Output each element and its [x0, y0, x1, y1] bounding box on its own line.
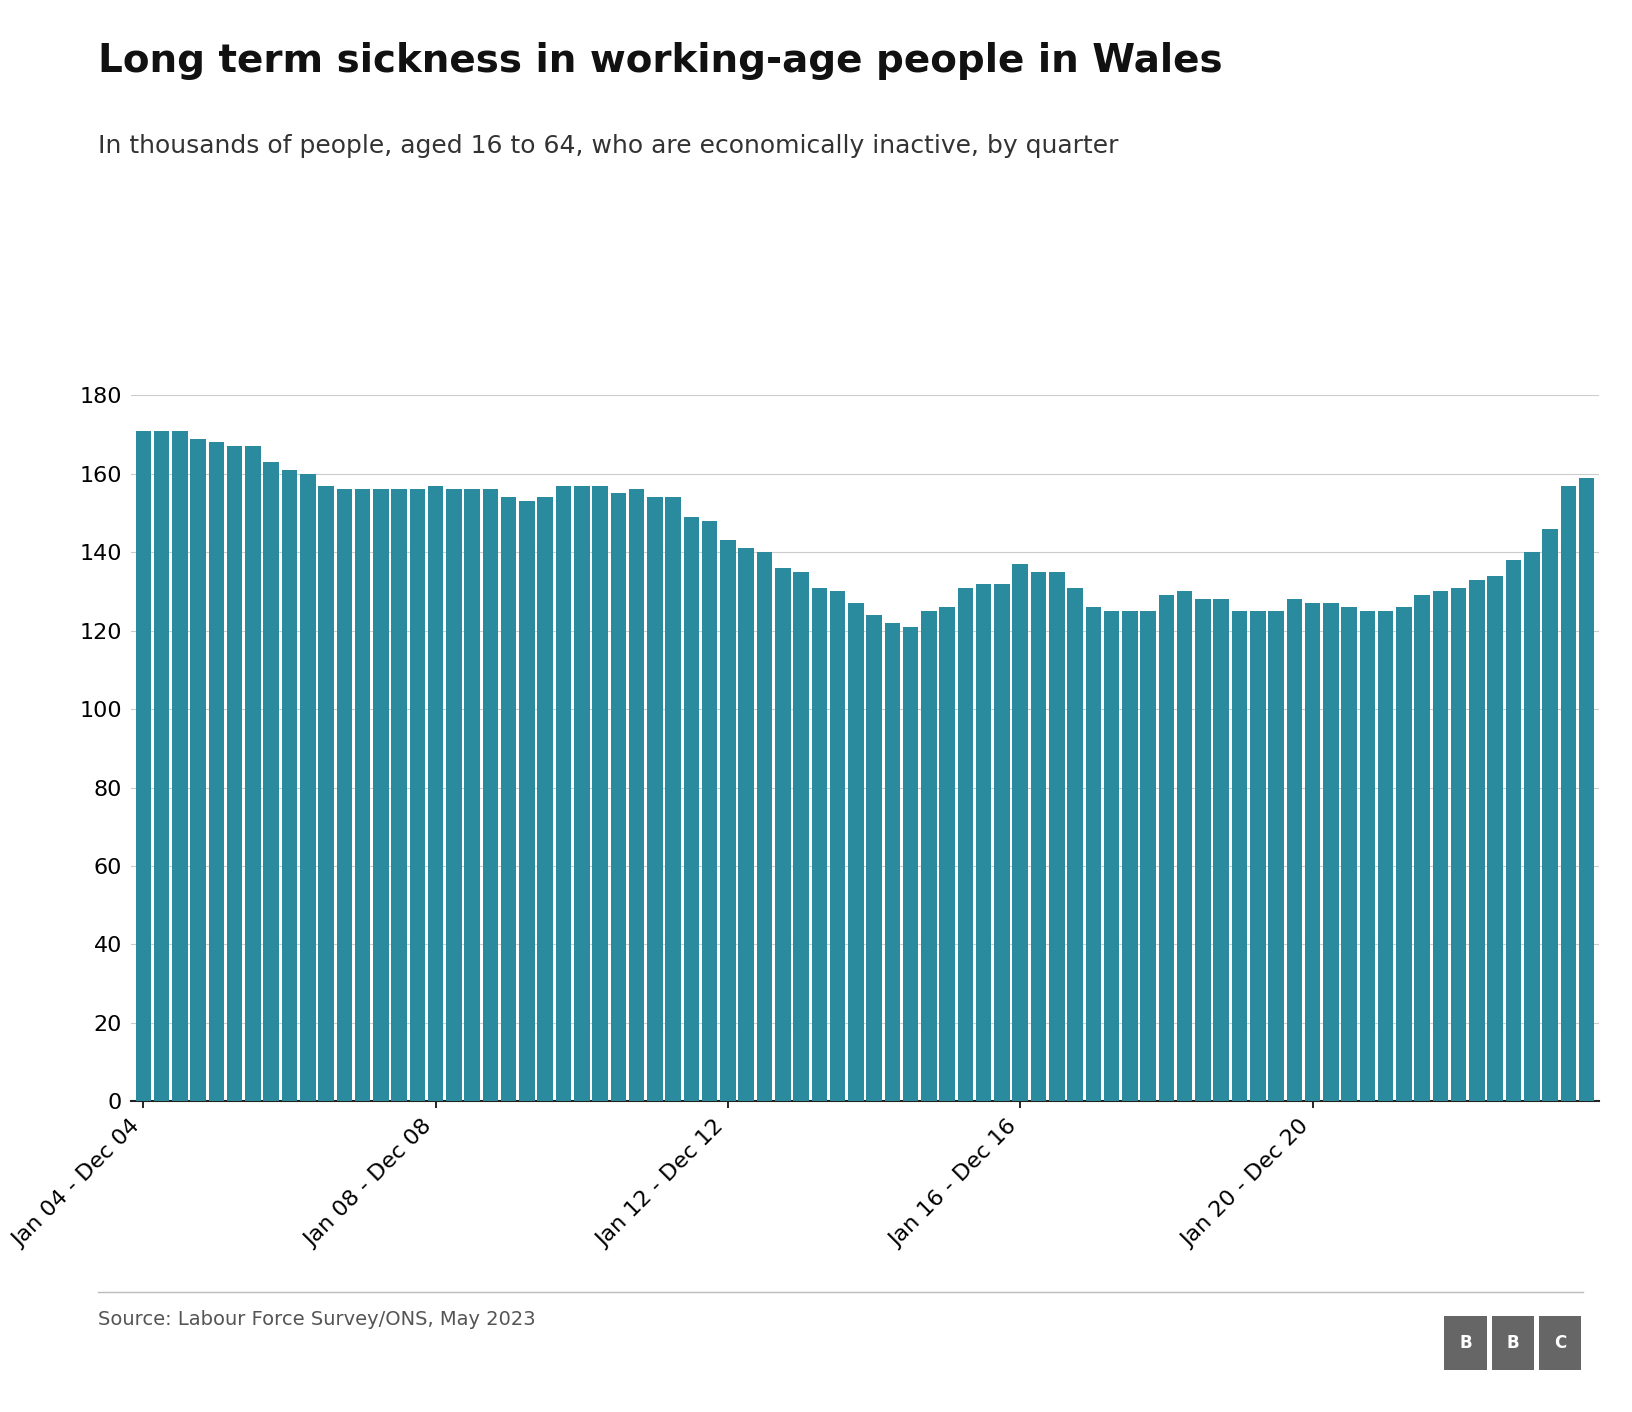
Bar [1451, 587, 1467, 1101]
Bar [1232, 611, 1247, 1101]
Text: Long term sickness in working-age people in Wales: Long term sickness in working-age people… [98, 42, 1222, 80]
Bar [1304, 603, 1320, 1101]
Bar [1177, 592, 1193, 1101]
Bar [1395, 607, 1412, 1101]
Bar [1469, 580, 1485, 1101]
Bar [537, 497, 553, 1101]
Bar [354, 490, 370, 1101]
Bar [885, 623, 901, 1101]
Bar [592, 486, 607, 1101]
Bar [684, 517, 698, 1101]
Bar [1250, 611, 1265, 1101]
Bar [648, 497, 663, 1101]
Text: Source: Labour Force Survey/ONS, May 2023: Source: Labour Force Survey/ONS, May 202… [98, 1310, 535, 1329]
Bar [628, 490, 645, 1101]
Bar [1542, 528, 1559, 1101]
Bar [1560, 486, 1577, 1101]
Bar [720, 541, 736, 1101]
Bar [318, 486, 335, 1101]
Bar [757, 552, 772, 1101]
Bar [1103, 611, 1120, 1101]
Bar [1415, 596, 1430, 1101]
Bar [446, 490, 462, 1101]
Bar [1085, 607, 1102, 1101]
Bar [557, 486, 571, 1101]
Bar [1578, 477, 1594, 1101]
Bar [191, 439, 206, 1101]
Bar [282, 470, 297, 1101]
Bar [811, 587, 827, 1101]
Bar [920, 611, 937, 1101]
Bar [958, 587, 973, 1101]
Bar [940, 607, 955, 1101]
Bar [519, 501, 535, 1101]
Bar [1487, 576, 1503, 1101]
Bar [465, 490, 480, 1101]
Bar [135, 431, 152, 1101]
Bar [501, 497, 516, 1101]
Bar [610, 493, 627, 1101]
Bar [702, 521, 718, 1101]
Bar [209, 442, 224, 1101]
Bar [245, 446, 261, 1101]
Bar [1433, 592, 1448, 1101]
Bar [1012, 563, 1028, 1101]
Bar [374, 490, 388, 1101]
Bar [1031, 572, 1046, 1101]
Bar [1324, 603, 1338, 1101]
Bar [428, 486, 444, 1101]
Bar [1123, 611, 1138, 1101]
Bar [775, 568, 790, 1101]
Bar [1268, 611, 1284, 1101]
Bar [1049, 572, 1064, 1101]
Bar [793, 572, 809, 1101]
Bar [738, 548, 754, 1101]
Bar [1159, 596, 1173, 1101]
Bar [153, 431, 170, 1101]
Text: B: B [1459, 1334, 1472, 1351]
Text: In thousands of people, aged 16 to 64, who are economically inactive, by quarter: In thousands of people, aged 16 to 64, w… [98, 134, 1118, 158]
Bar [410, 490, 426, 1101]
Bar [867, 616, 881, 1101]
Bar [263, 462, 279, 1101]
Bar [1067, 587, 1082, 1101]
Bar [1377, 611, 1394, 1101]
Bar [829, 592, 845, 1101]
Bar [994, 583, 1010, 1101]
Bar [300, 474, 315, 1101]
Bar [1286, 599, 1302, 1101]
Text: B: B [1506, 1334, 1519, 1351]
Bar [976, 583, 992, 1101]
Bar [336, 490, 353, 1101]
Bar [666, 497, 681, 1101]
Bar [1214, 599, 1229, 1101]
Bar [483, 490, 498, 1101]
Bar [1524, 552, 1539, 1101]
Bar [1506, 561, 1521, 1101]
Bar [227, 446, 243, 1101]
Bar [902, 627, 919, 1101]
Text: C: C [1554, 1334, 1567, 1351]
Bar [1359, 611, 1376, 1101]
Bar [849, 603, 863, 1101]
Bar [1342, 607, 1356, 1101]
Bar [392, 490, 406, 1101]
Bar [1141, 611, 1155, 1101]
Bar [1195, 599, 1211, 1101]
Bar [574, 486, 589, 1101]
Bar [171, 431, 188, 1101]
